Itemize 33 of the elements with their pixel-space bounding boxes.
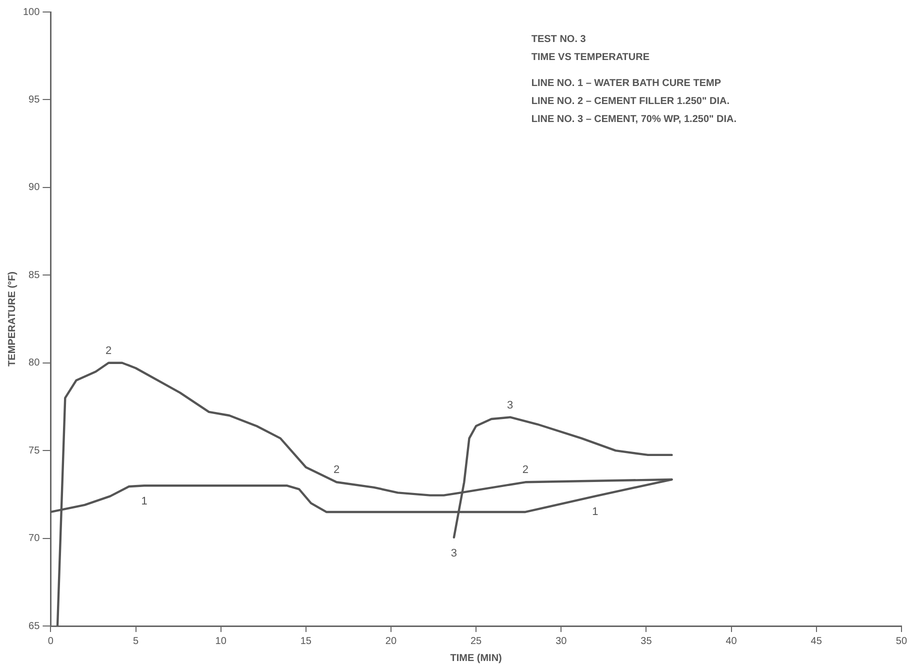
- x-tick-label: 0: [48, 636, 54, 647]
- x-tick-label: 20: [385, 636, 397, 647]
- y-tick-label: 100: [22, 6, 40, 18]
- x-tick-label: 15: [300, 636, 312, 647]
- x-tick-label: 5: [132, 636, 139, 647]
- annotation: 3: [450, 547, 458, 560]
- y-tick-label: 70: [28, 533, 40, 544]
- text: TEST NO. 3: [531, 34, 586, 45]
- x-tick-label: 30: [556, 636, 568, 647]
- annotation: LINE NO. 2 – CEMENT FILLER 1.250" DIA.: [531, 96, 730, 107]
- x-tick-label: 10: [215, 636, 227, 647]
- y-tick-label: 90: [28, 182, 40, 194]
- y-tick-label: 85: [28, 270, 40, 281]
- x-tick-label: 45: [810, 636, 822, 647]
- annotation: LINE NO. 3 – CEMENT, 70% WP, 1.250" DIA.: [531, 114, 737, 125]
- x-tick-label: 40: [726, 636, 738, 647]
- x-tick-label: 25: [470, 636, 482, 647]
- annotation: 2: [105, 344, 112, 357]
- annotation: 3: [507, 399, 514, 412]
- y-axis-title: TEMPERATURE (°F): [6, 272, 18, 366]
- annotation: 1: [592, 506, 598, 518]
- annotation: 1: [141, 496, 148, 508]
- x-tick-label: 50: [896, 636, 908, 647]
- annotation: LINE NO. 1 – WATER BATH CURE TEMP: [531, 78, 722, 89]
- y-tick-label: 65: [28, 620, 40, 632]
- y-tick-label: 75: [28, 445, 40, 456]
- text: TIME VS TEMPERATURE: [531, 52, 650, 63]
- y-tick-label: 95: [28, 94, 40, 106]
- annotation: 2: [333, 464, 340, 476]
- x-tick-label: 35: [640, 636, 652, 647]
- x-axis-title: TIME (MIN): [450, 652, 502, 664]
- annotation: 2: [522, 464, 528, 476]
- y-tick-label: 80: [28, 358, 40, 369]
